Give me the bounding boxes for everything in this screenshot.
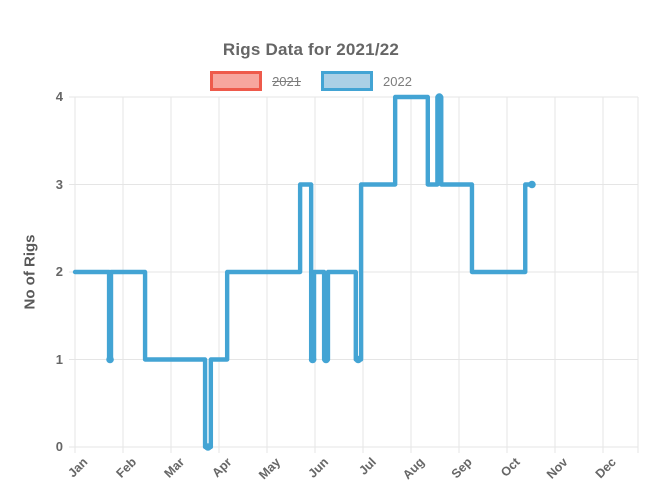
legend-label: 2022 (383, 73, 412, 89)
chart-title: Rigs Data for 2021/22 (222, 40, 400, 59)
y-tick-label: 0 (55, 439, 63, 454)
chart-legend: 2021 2022 (0, 69, 622, 93)
y-tick-label: 2 (55, 264, 63, 279)
legend-label: 2021 (272, 73, 301, 89)
legend-item-2021[interactable]: 2021 (210, 71, 301, 91)
y-tick-label: 1 (55, 351, 63, 367)
legend-swatch-icon (321, 71, 373, 91)
y-tick-label: 3 (55, 176, 63, 192)
y-tick-label: 4 (55, 89, 63, 104)
legend-item-2022[interactable]: 2022 (321, 71, 412, 91)
legend-swatch-icon (210, 71, 263, 91)
